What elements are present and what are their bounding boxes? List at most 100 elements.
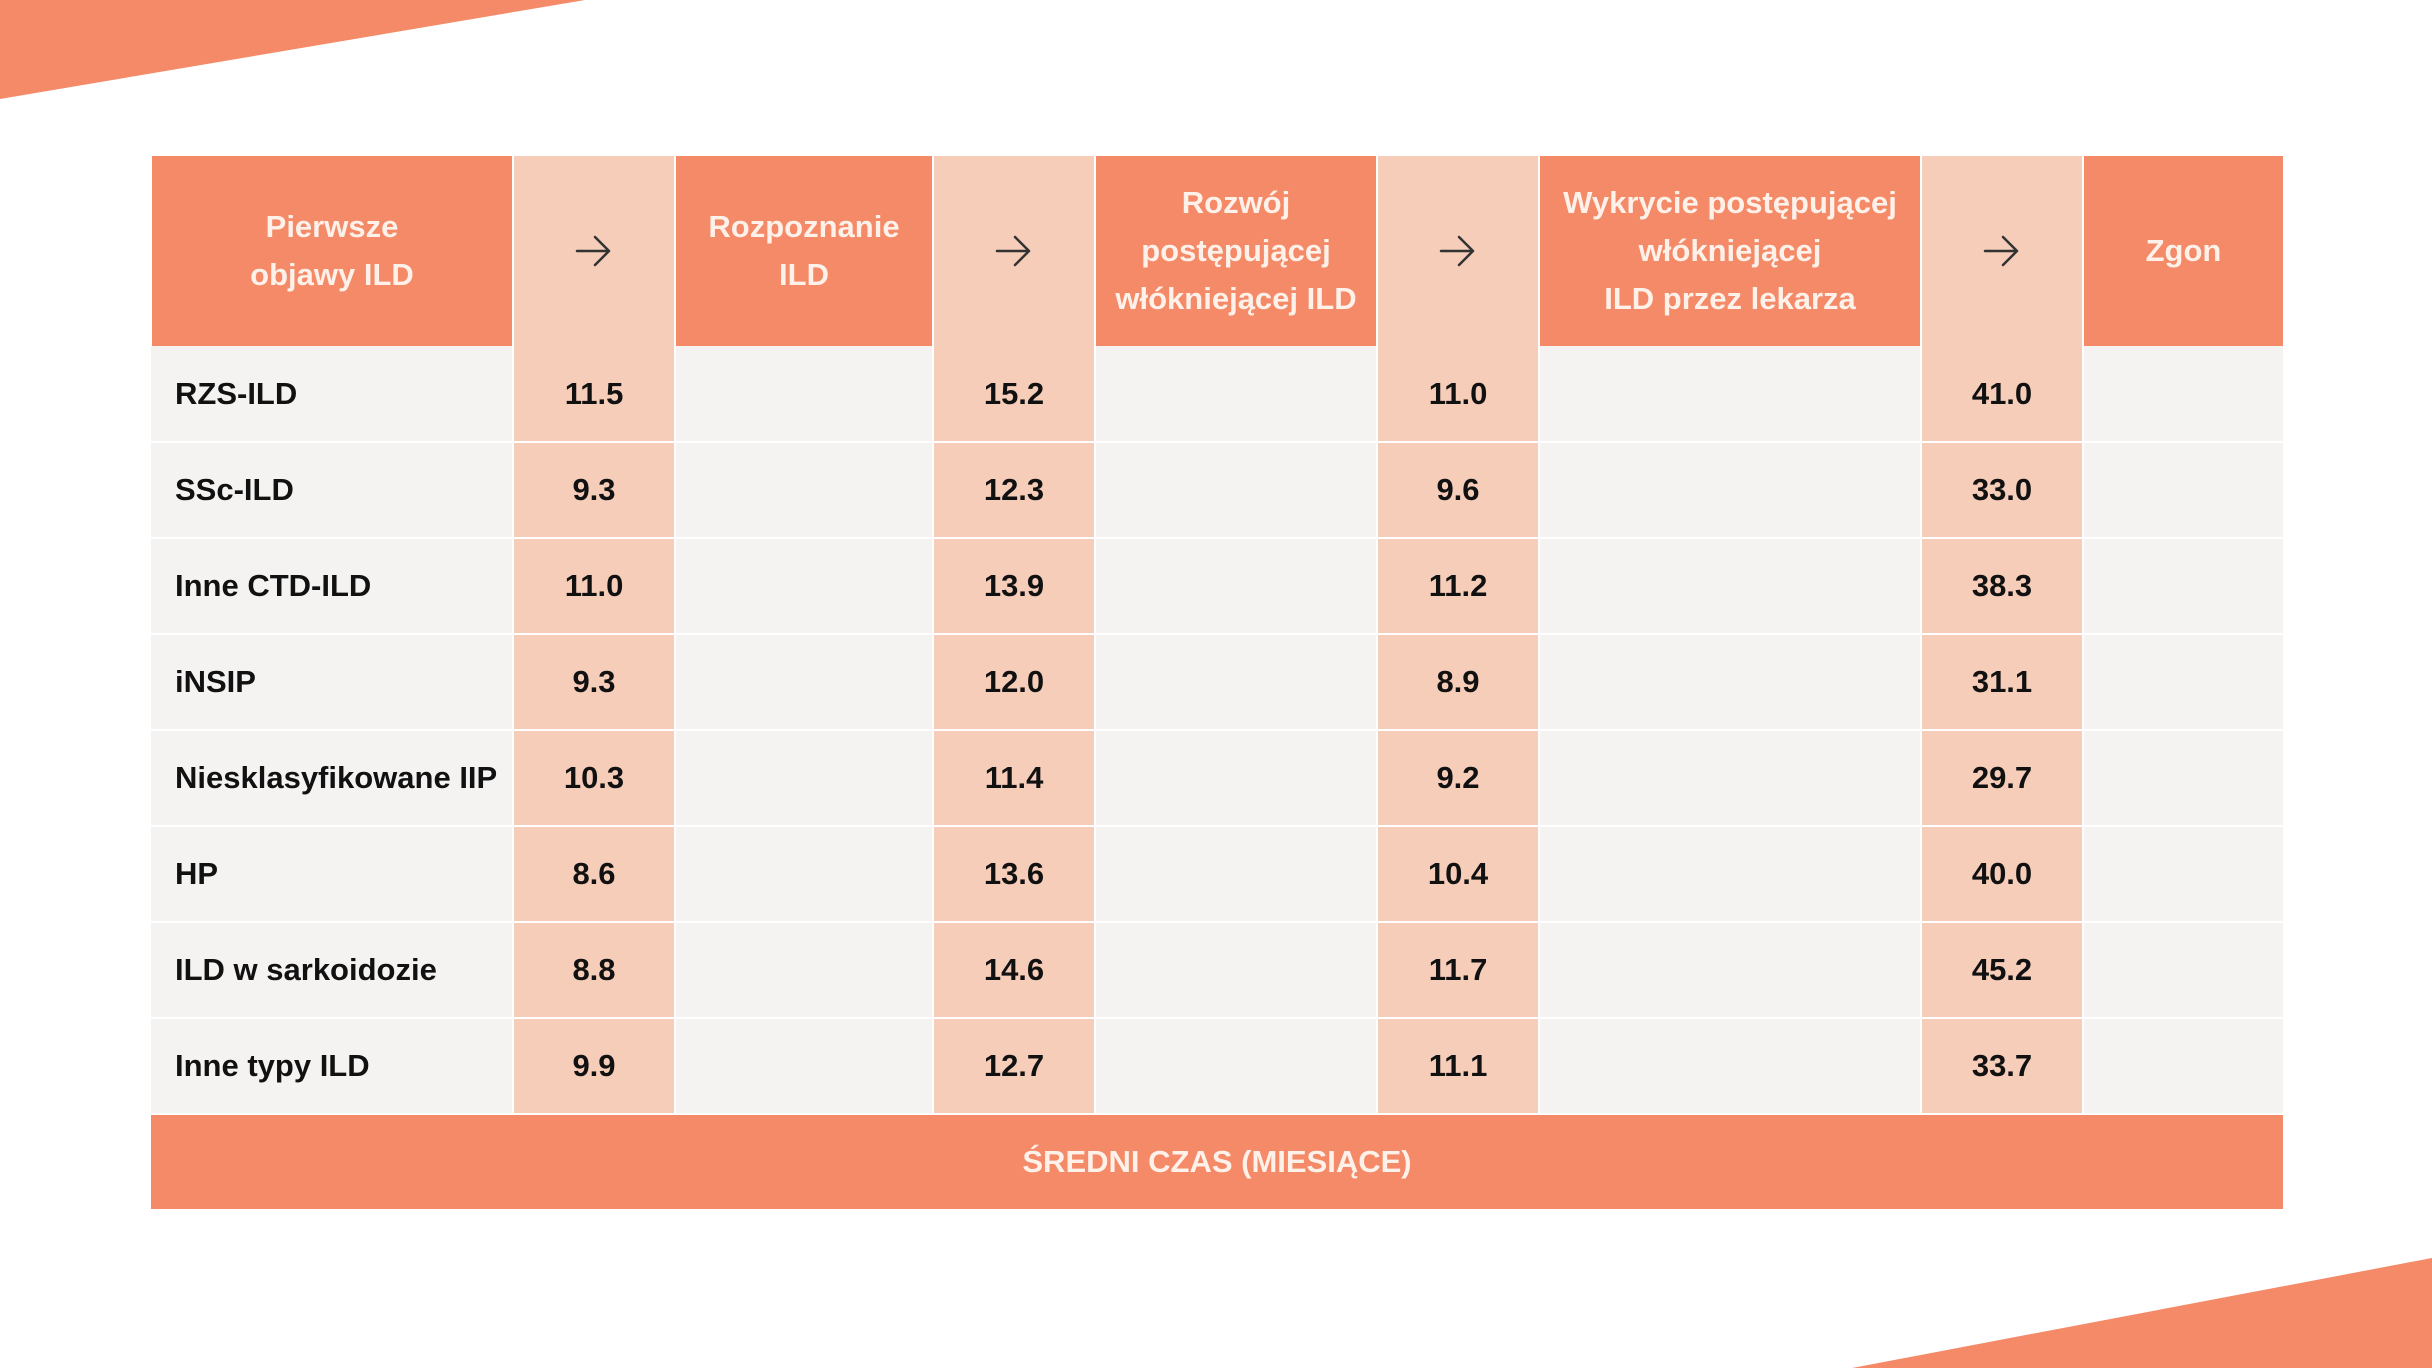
stage-label: Wykrycie postępującej włókniejącej ILD p… bbox=[1563, 185, 1897, 316]
value-cell: 11.1 bbox=[1376, 1018, 1539, 1115]
table-row: SSc-ILD 9.3 12.3 9.6 33.0 bbox=[151, 442, 2283, 539]
arrow-right-icon bbox=[575, 235, 611, 267]
value-cell: 11.0 bbox=[512, 538, 675, 635]
table-row: Inne CTD-ILD 11.0 13.9 11.2 38.3 bbox=[151, 538, 2283, 635]
value-cell: 14.6 bbox=[932, 922, 1095, 1019]
arrow-right-icon bbox=[1983, 235, 2019, 267]
row-name: RZS-ILD bbox=[151, 346, 513, 443]
value-cell: 8.8 bbox=[512, 922, 675, 1019]
row-name: Inne typy ILD bbox=[151, 1018, 513, 1115]
spacer-cell bbox=[1538, 634, 1921, 731]
value-cell: 31.1 bbox=[1920, 634, 2083, 731]
value-cell: 29.7 bbox=[1920, 730, 2083, 827]
value-cell: 9.9 bbox=[512, 1018, 675, 1115]
stage-header-progression: Rozwój postępującej włókniejącej ILD bbox=[1094, 156, 1377, 346]
stage-header-detection: Wykrycie postępującej włókniejącej ILD p… bbox=[1538, 156, 1921, 346]
spacer-cell bbox=[2082, 1018, 2283, 1115]
row-name: ILD w sarkoidozie bbox=[151, 922, 513, 1019]
spacer-cell bbox=[1538, 922, 1921, 1019]
stage-label: Pierwsze objawy ILD bbox=[250, 209, 414, 292]
spacer-cell bbox=[674, 1018, 933, 1115]
value-cell: 11.7 bbox=[1376, 922, 1539, 1019]
spacer-cell bbox=[1538, 826, 1921, 923]
corner-decoration-bottom-right bbox=[1852, 1258, 2432, 1368]
spacer-cell bbox=[674, 346, 933, 443]
spacer-cell bbox=[2082, 538, 2283, 635]
arrow-cell bbox=[512, 156, 675, 346]
spacer-cell bbox=[2082, 922, 2283, 1019]
spacer-cell bbox=[2082, 826, 2283, 923]
arrow-cell bbox=[932, 156, 1095, 346]
spacer-cell bbox=[674, 538, 933, 635]
spacer-cell bbox=[1094, 1018, 1377, 1115]
spacer-cell bbox=[1538, 730, 1921, 827]
stage-header-first-symptoms: Pierwsze objawy ILD bbox=[150, 156, 513, 346]
table-row: Niesklasyfikowane IIP 10.3 11.4 9.2 29.7 bbox=[151, 730, 2283, 827]
value-cell: 33.7 bbox=[1920, 1018, 2083, 1115]
value-cell: 12.7 bbox=[932, 1018, 1095, 1115]
spacer-cell bbox=[1094, 922, 1377, 1019]
spacer-cell bbox=[2082, 442, 2283, 539]
value-cell: 9.2 bbox=[1376, 730, 1539, 827]
arrow-right-icon bbox=[995, 235, 1031, 267]
value-cell: 12.0 bbox=[932, 634, 1095, 731]
value-cell: 10.4 bbox=[1376, 826, 1539, 923]
corner-decoration-top-left bbox=[0, 0, 585, 99]
value-cell: 45.2 bbox=[1920, 922, 2083, 1019]
row-name: Inne CTD-ILD bbox=[151, 538, 513, 635]
value-cell: 11.4 bbox=[932, 730, 1095, 827]
arrow-cell bbox=[1376, 156, 1539, 346]
spacer-cell bbox=[674, 634, 933, 731]
row-name: SSc-ILD bbox=[151, 442, 513, 539]
value-cell: 8.9 bbox=[1376, 634, 1539, 731]
spacer-cell bbox=[1538, 442, 1921, 539]
value-cell: 11.5 bbox=[512, 346, 675, 443]
spacer-cell bbox=[2082, 730, 2283, 827]
row-name: iNSIP bbox=[151, 634, 513, 731]
footer-row: ŚREDNI CZAS (MIESIĄCE) bbox=[151, 1113, 2283, 1209]
table-row: Inne typy ILD 9.9 12.7 11.1 33.7 bbox=[151, 1018, 2283, 1115]
value-cell: 13.6 bbox=[932, 826, 1095, 923]
value-cell: 33.0 bbox=[1920, 442, 2083, 539]
spacer-cell bbox=[1094, 442, 1377, 539]
value-cell: 9.3 bbox=[512, 634, 675, 731]
spacer-cell bbox=[2082, 634, 2283, 731]
arrow-cell bbox=[1920, 156, 2083, 346]
spacer-cell bbox=[1094, 346, 1377, 443]
value-cell: 41.0 bbox=[1920, 346, 2083, 443]
spacer-cell bbox=[1094, 634, 1377, 731]
spacer-cell bbox=[1538, 538, 1921, 635]
arrow-right-icon bbox=[1439, 235, 1475, 267]
value-cell: 11.2 bbox=[1376, 538, 1539, 635]
spacer-cell bbox=[1538, 346, 1921, 443]
spacer-cell bbox=[674, 442, 933, 539]
value-cell: 38.3 bbox=[1920, 538, 2083, 635]
stage-label: Rozpoznanie ILD bbox=[708, 209, 900, 292]
value-cell: 10.3 bbox=[512, 730, 675, 827]
footer-caption: ŚREDNI CZAS (MIESIĄCE) bbox=[151, 1113, 2283, 1209]
value-cell: 13.9 bbox=[932, 538, 1095, 635]
spacer-cell bbox=[1094, 538, 1377, 635]
value-cell: 12.3 bbox=[932, 442, 1095, 539]
spacer-cell bbox=[1094, 730, 1377, 827]
spacer-cell bbox=[2082, 346, 2283, 443]
stage-label: Zgon bbox=[2145, 233, 2222, 268]
value-cell: 8.6 bbox=[512, 826, 675, 923]
value-cell: 40.0 bbox=[1920, 826, 2083, 923]
table-row: RZS-ILD 11.5 15.2 11.0 41.0 bbox=[151, 346, 2283, 443]
table-row: HP 8.6 13.6 10.4 40.0 bbox=[151, 826, 2283, 923]
table-row: ILD w sarkoidozie 8.8 14.6 11.7 45.2 bbox=[151, 922, 2283, 1019]
row-name: Niesklasyfikowane IIP bbox=[151, 730, 513, 827]
spacer-cell bbox=[674, 922, 933, 1019]
stage-label: Rozwój postępującej włókniejącej ILD bbox=[1115, 185, 1357, 316]
ild-timeline-table: Pierwsze objawy ILD Rozpoznanie ILD Rozw… bbox=[150, 156, 2283, 1209]
row-name: HP bbox=[151, 826, 513, 923]
spacer-cell bbox=[674, 730, 933, 827]
spacer-cell bbox=[674, 826, 933, 923]
stage-header-diagnosis: Rozpoznanie ILD bbox=[674, 156, 933, 346]
value-cell: 9.6 bbox=[1376, 442, 1539, 539]
stage-header-death: Zgon bbox=[2082, 156, 2283, 346]
value-cell: 11.0 bbox=[1376, 346, 1539, 443]
value-cell: 15.2 bbox=[932, 346, 1095, 443]
header-row: Pierwsze objawy ILD Rozpoznanie ILD Rozw… bbox=[150, 156, 2283, 346]
